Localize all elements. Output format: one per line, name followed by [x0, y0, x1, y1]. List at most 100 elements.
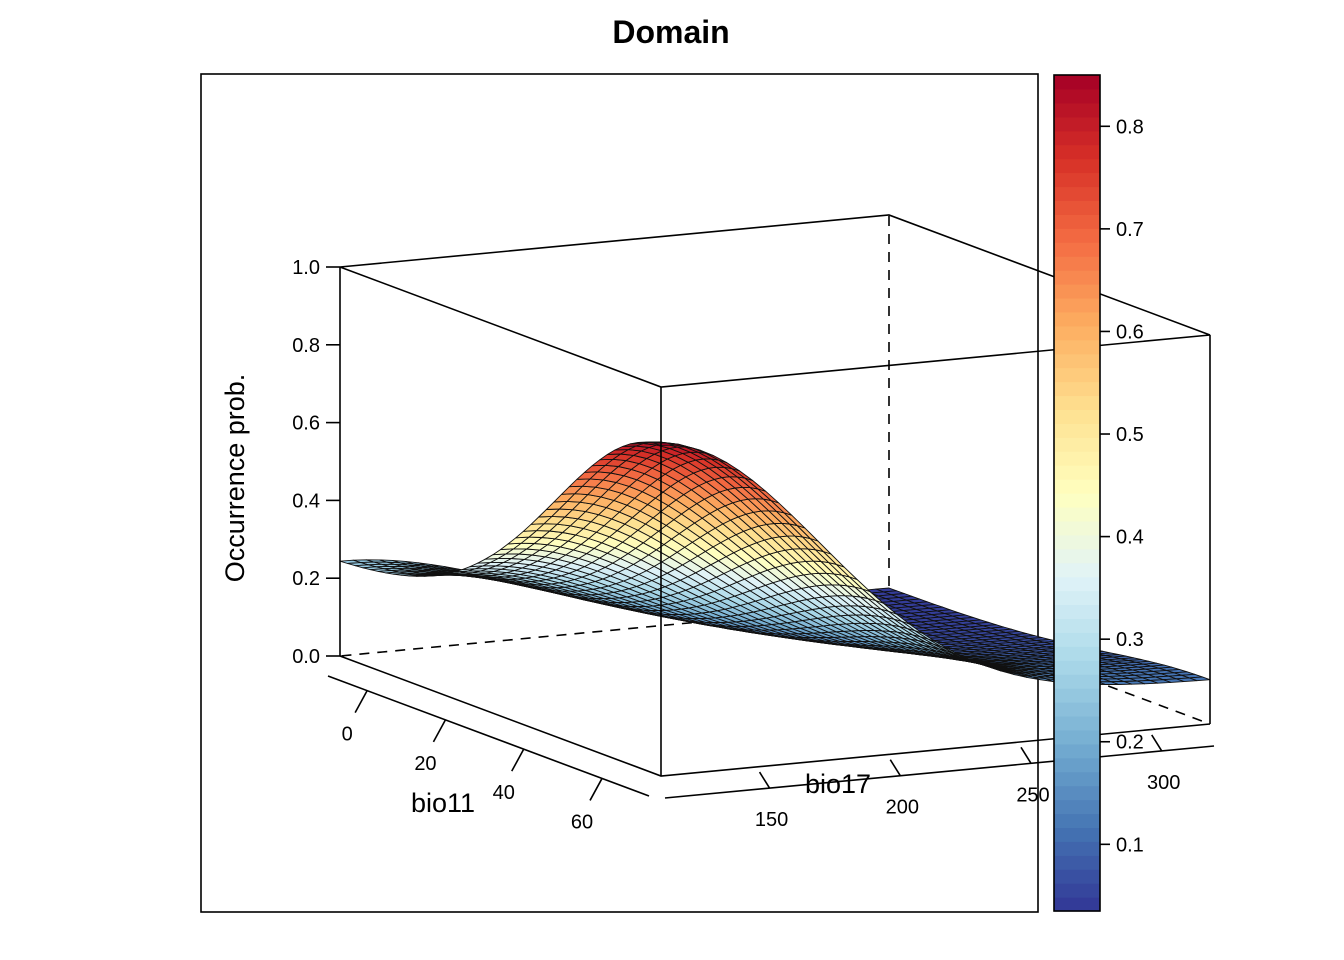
colorbar-frame	[1053, 74, 1101, 912]
y-tick-label: 250	[1016, 784, 1049, 806]
z-tick-label: 1.0	[292, 257, 320, 279]
x-axis-title: bio11	[411, 788, 475, 818]
colorbar-swatch	[1054, 381, 1100, 397]
colorbar-swatch	[1054, 743, 1100, 759]
colorbar-swatch	[1054, 534, 1100, 550]
colorbar-swatch	[1054, 688, 1100, 703]
colorbar-swatch	[1054, 186, 1100, 201]
colorbar-swatch	[1054, 75, 1100, 90]
chart-title: Domain	[612, 14, 729, 50]
colorbar-swatch	[1054, 506, 1100, 522]
colorbar-tick-label: 0.1	[1116, 834, 1144, 856]
colorbar-swatch	[1054, 465, 1100, 480]
y-tick-label: 150	[755, 809, 788, 831]
z-axis-title: Occurrence prob.	[220, 374, 250, 583]
colorbar-swatch	[1054, 228, 1100, 243]
colorbar-swatch	[1054, 897, 1100, 912]
colorbar-tick-label: 0.5	[1116, 424, 1144, 446]
colorbar-swatch	[1054, 367, 1100, 383]
colorbar-swatch	[1054, 855, 1100, 870]
x-tick-label: 0	[342, 724, 353, 746]
colorbar-swatch	[1054, 256, 1100, 271]
x-tick-label: 20	[414, 753, 436, 775]
colorbar-tick-label: 0.2	[1116, 732, 1144, 754]
colorbar-tick-label: 0.7	[1116, 219, 1144, 241]
colorbar-swatch	[1054, 771, 1100, 787]
colorbar-swatch	[1054, 200, 1100, 215]
colorbar-swatch	[1054, 520, 1100, 536]
surface-plot	[339, 441, 1211, 685]
y-tick	[1020, 746, 1032, 764]
colorbar-swatch	[1054, 576, 1100, 592]
z-tick-label: 0.8	[292, 335, 320, 357]
colorbar-swatch	[1054, 479, 1100, 494]
y-tick-label: 300	[1147, 772, 1180, 794]
z-tick-label: 0.4	[292, 490, 320, 512]
box-edges	[339, 214, 1211, 777]
x-tick-label: 60	[571, 811, 593, 833]
colorbar-swatch	[1054, 785, 1100, 801]
colorbar-swatch	[1054, 841, 1100, 856]
y-tick	[1151, 734, 1163, 752]
colorbar-swatch	[1054, 548, 1100, 564]
colorbar-swatch	[1054, 883, 1100, 898]
colorbar-swatch	[1054, 325, 1100, 341]
x-tick	[511, 748, 525, 772]
colorbar-swatch	[1054, 102, 1100, 118]
colorbar-swatch	[1054, 702, 1100, 717]
colorbar-swatch	[1054, 297, 1100, 313]
colorbar-swatch	[1054, 116, 1100, 132]
colorbar-swatch	[1054, 493, 1100, 508]
x-tick-label: 40	[493, 782, 515, 804]
colorbar-swatch	[1054, 144, 1100, 160]
colorbar-tick-label: 0.8	[1116, 116, 1144, 138]
colorbar-swatch	[1054, 729, 1100, 745]
colorbar-tick-label: 0.4	[1116, 527, 1144, 549]
colorbar-swatch	[1054, 618, 1100, 633]
y-axis-title: bio17	[805, 769, 871, 799]
colorbar-swatch	[1054, 88, 1100, 104]
z-tick-label: 0.2	[292, 568, 320, 590]
y-tick-label: 200	[886, 797, 919, 819]
z-tick-label: 0.6	[292, 413, 320, 435]
colorbar-swatch	[1054, 646, 1100, 661]
colorbar-swatch	[1054, 172, 1100, 188]
colorbar-swatch	[1054, 158, 1100, 174]
colorbar-swatch	[1054, 604, 1100, 619]
colorbar-swatch	[1054, 423, 1100, 438]
colorbar-swatch	[1054, 827, 1100, 842]
colorbar-swatch	[1054, 660, 1100, 675]
axes: 0.0 0.2 0.4 0.6 0.8 1.0 0 20 40 60 150 200 250 300	[292, 257, 1215, 833]
colorbar-swatch	[1054, 451, 1100, 466]
colorbar-swatch	[1054, 339, 1100, 355]
colorbar-swatch	[1054, 590, 1100, 606]
colorbar-tick-label: 0.3	[1116, 629, 1144, 651]
colorbar-swatch	[1054, 242, 1100, 257]
colorbar-swatch	[1054, 284, 1100, 299]
colorbar-swatch	[1054, 311, 1100, 327]
x-axis-line	[327, 675, 650, 797]
colorbar-swatch	[1054, 632, 1100, 647]
colorbar-swatch	[1054, 353, 1100, 369]
x-tick	[589, 778, 603, 801]
surface-facet	[652, 442, 675, 446]
y-axis-line	[664, 745, 1215, 799]
colorbar-swatch	[1054, 813, 1100, 828]
colorbar-tick-label: 0.6	[1116, 321, 1144, 343]
colorbar-swatch	[1054, 437, 1100, 452]
x-tick	[432, 719, 447, 743]
x-tick	[354, 690, 368, 714]
z-tick-label: 0.0	[292, 646, 320, 668]
colorbar: 0.1 0.2 0.3 0.4 0.5 0.6 0.7 0.8	[1053, 74, 1144, 912]
colorbar-swatch	[1054, 214, 1100, 229]
colorbar-swatch	[1054, 562, 1100, 578]
colorbar-swatch	[1054, 799, 1100, 815]
colorbar-swatch	[1054, 409, 1100, 424]
colorbar-swatch	[1054, 130, 1100, 146]
colorbar-swatch	[1054, 757, 1100, 773]
colorbar-swatch	[1054, 715, 1100, 731]
plot-frame	[200, 73, 1039, 913]
colorbar-swatch	[1054, 395, 1100, 410]
colorbar-swatch	[1054, 270, 1100, 285]
